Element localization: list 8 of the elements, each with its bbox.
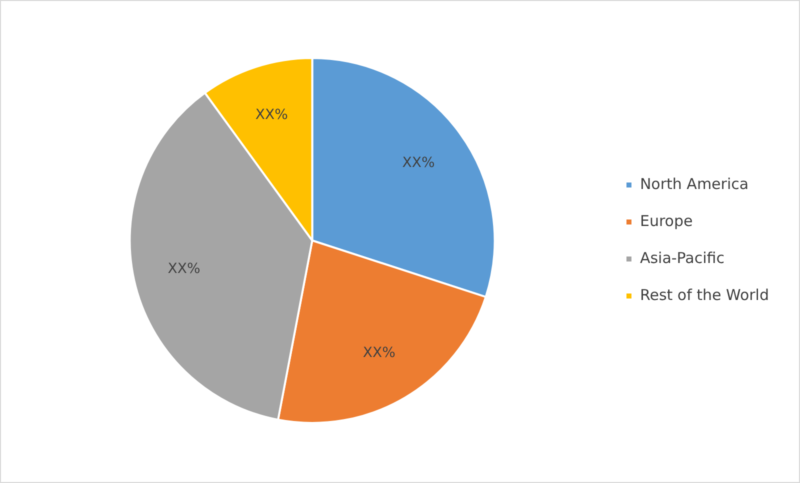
data-label: XX% — [362, 345, 396, 362]
data-label: XX% — [168, 260, 200, 277]
data-label: XX% — [255, 107, 288, 124]
legend-label: Rest of the World — [640, 286, 770, 304]
legend-label: North America — [640, 174, 749, 193]
legend-label: Europe — [640, 212, 693, 230]
data-label: XX% — [402, 154, 435, 171]
legend-label: Asia-Pacific — [640, 248, 724, 267]
